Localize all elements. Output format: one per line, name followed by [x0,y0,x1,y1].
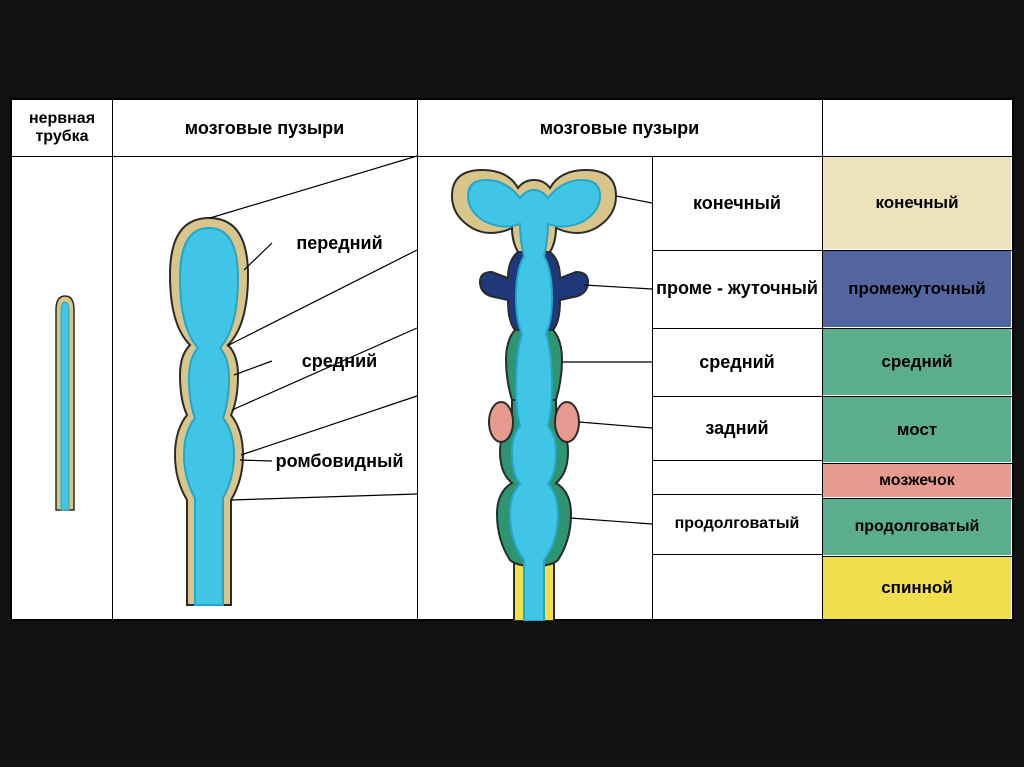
diagram-stage: нервная трубка мозговые пузыри мозговые … [10,98,1014,621]
three-vesicle-shape [170,218,248,605]
neural-tube-shape [56,296,74,510]
leaders-col3-to-labels [562,196,652,524]
five-vesicle-shape [452,170,616,621]
diagram-svg [12,100,1012,621]
